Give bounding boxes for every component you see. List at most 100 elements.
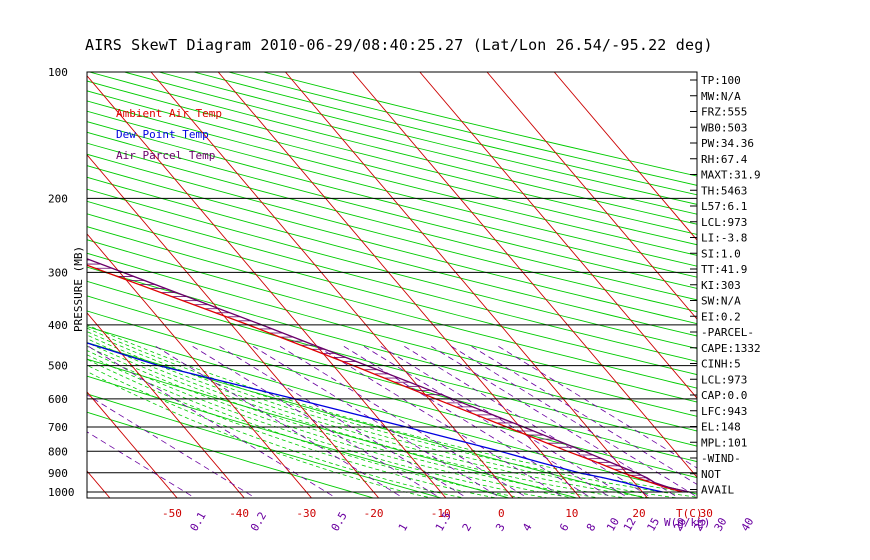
dry-adiabat-line: [87, 393, 443, 498]
bottom-temp-tick-label: -40: [229, 507, 249, 520]
dry-adiabat-line: [87, 165, 697, 325]
dry-adiabat-line: [87, 252, 697, 417]
mixing-ratio-tick-label: 0.5: [329, 510, 350, 534]
stability-index-label: MAXT:31.9: [701, 169, 761, 182]
pressure-tick-label: 300: [48, 266, 68, 279]
pressure-tick-label: 800: [48, 445, 68, 458]
mixing-ratio-tick-label: 25: [691, 516, 709, 534]
dry-adiabat-line: [87, 375, 511, 498]
stability-index-label: LCL:973: [701, 216, 747, 229]
mixing-ratio-tick-label: 15: [644, 516, 662, 534]
stability-index-label: TP:100: [701, 74, 741, 87]
dry-adiabat-line: [228, 72, 697, 186]
stability-index-label: CAPE:1332: [701, 342, 761, 355]
dry-adiabat-line: [87, 342, 647, 498]
dry-adiabat-line: [87, 213, 697, 376]
isotherm-line: [87, 75, 447, 498]
isotherm-line: [419, 72, 697, 399]
moist-adiabat-line: [87, 324, 697, 495]
mixing-ratio-tick-label: 3: [493, 521, 508, 533]
dry-adiabat-line: [87, 200, 697, 362]
plot-area: [0, 72, 697, 501]
mixing-ratio-line: [316, 346, 566, 498]
mixing-ratio-tick-label: 40: [739, 516, 757, 534]
dry-adiabat-line: [87, 239, 697, 403]
y-axis-label: PRESSURE (MB): [72, 246, 85, 332]
mixing-ratio-tick-label: 8: [584, 521, 599, 533]
dry-adiabat-line: [87, 153, 697, 313]
legend-entry: Ambient Air Temp: [116, 107, 222, 120]
pressure-tick-label: 700: [48, 421, 68, 434]
stability-index-label: MW:N/A: [701, 90, 741, 103]
dry-adiabat-line: [87, 131, 697, 289]
mixing-ratio-tick-label: 1: [396, 521, 411, 533]
mixing-ratio-tick-label: 30: [712, 516, 730, 534]
pressure-tick-label: 100: [48, 66, 68, 79]
isotherm-line: [87, 312, 245, 498]
stability-index-label: CINH:5: [701, 358, 741, 371]
legend-entry: Air Parcel Temp: [116, 149, 215, 162]
stability-index-label: MPL:101: [701, 436, 747, 449]
stability-index-label: CAP:0.0: [701, 389, 747, 402]
stability-index-label: TT:41.9: [701, 263, 747, 276]
mixing-ratio-tick-label: 6: [557, 521, 572, 533]
stability-index-label: KI:303: [701, 279, 741, 292]
legend-entry: Dew Point Temp: [116, 128, 209, 141]
moist-adiabat-line: [87, 331, 681, 498]
moist-adiabat-line: [87, 334, 655, 498]
dry-adiabat-line: [87, 110, 697, 267]
stability-index-label: LFC:943: [701, 405, 747, 418]
mixing-ratio-line: [380, 346, 630, 498]
dry-adiabat-line: [87, 310, 697, 479]
isotherm-line: [217, 72, 581, 498]
mixing-ratio-line: [279, 346, 529, 498]
bottom-temp-tick-label: -10: [431, 507, 451, 520]
pressure-tick-label: 600: [48, 393, 68, 406]
dry-adiabat-line: [87, 121, 697, 278]
mixing-ratio-unit-label: W(g/kg): [664, 516, 710, 529]
moist-adiabat-line: [87, 354, 525, 498]
isotherm-line: [352, 72, 697, 478]
pressure-tick-label: 400: [48, 319, 68, 332]
bottom-temp-tick-label: 20: [632, 507, 645, 520]
stability-index-label: SW:N/A: [701, 295, 741, 308]
stability-index-label: PW:34.36: [701, 137, 754, 150]
pressure-tick-label: 1000: [48, 486, 75, 499]
dry-adiabat-line: [87, 280, 697, 447]
dewpoint-line: [87, 342, 663, 493]
chart-title: AIRS SkewT Diagram 2010-06-29/08:40:25.2…: [85, 36, 713, 54]
ambient-temp-line: [87, 264, 683, 493]
dry-adiabat-line: [87, 266, 697, 432]
mixing-ratio-tick-label: 20: [671, 516, 689, 534]
isotherm-line: [87, 391, 178, 498]
stability-index-label: EI:0.2: [701, 310, 741, 323]
bottom-temp-tick-label: 30: [700, 507, 713, 520]
isotherm-line: [0, 72, 45, 501]
dry-adiabat-line: [87, 176, 697, 337]
mixing-ratio-tick-label: 0.1: [187, 510, 208, 534]
stability-index-label: WB0:503: [701, 121, 747, 134]
dry-adiabat-line: [87, 226, 697, 389]
x-axis-label: T(C): [676, 507, 703, 520]
mixing-ratio-tick-label: 0.2: [248, 510, 269, 534]
mixing-ratio-line: [192, 346, 442, 498]
stability-index-label: FRZ:555: [701, 106, 747, 119]
moist-adiabat-line: [87, 345, 577, 498]
moist-adiabat-line: [87, 350, 551, 498]
bottom-temp-tick-label: -30: [296, 507, 316, 520]
bottom-temp-tick-label: -50: [162, 507, 182, 520]
bottom-temp-tick-label: 0: [498, 507, 505, 520]
dry-adiabat-line: [87, 326, 697, 495]
bottom-temp-tick-label: -20: [364, 507, 384, 520]
mixing-ratio-tick-label: 10: [604, 516, 622, 534]
isotherm-line: [486, 72, 697, 320]
pressure-tick-label: 900: [48, 467, 68, 480]
mixing-ratio-line: [471, 346, 697, 485]
mixing-ratio-line: [87, 394, 257, 498]
isotherm-line: [285, 72, 649, 498]
dry-adiabat-line: [87, 142, 697, 301]
mixing-ratio-tick-label: 12: [621, 516, 639, 534]
isotherm-line: [87, 233, 313, 498]
